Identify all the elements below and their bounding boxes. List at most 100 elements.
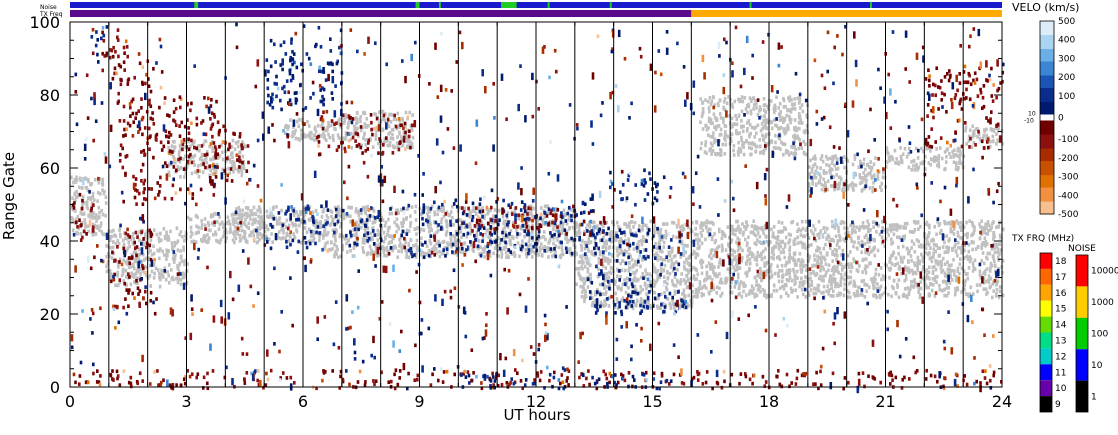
velocity-cell <box>905 246 909 251</box>
velocity-cell <box>91 213 95 217</box>
velocity-cell <box>979 275 983 280</box>
velocity-cell <box>892 278 896 283</box>
velocity-cell <box>761 133 764 138</box>
velocity-cell <box>233 240 236 245</box>
velocity-cell <box>744 261 748 265</box>
velocity-cell <box>451 205 454 209</box>
velocity-cell <box>241 213 244 217</box>
velocity-cell <box>1002 227 1005 232</box>
velocity-cell <box>309 234 313 238</box>
velocity-cell <box>881 226 884 230</box>
velocity-cell <box>740 138 743 143</box>
velocity-cell <box>463 241 467 245</box>
velocity-cell <box>700 271 704 276</box>
velocity-cell <box>925 241 928 246</box>
velocity-cell <box>899 154 903 159</box>
velocity-cell <box>405 255 408 259</box>
velocity-cell <box>313 138 316 142</box>
velocity-cell <box>391 132 394 137</box>
velocity-cell <box>554 208 558 213</box>
velocity-cell <box>903 278 906 283</box>
velocity-cell <box>647 283 650 288</box>
velocity-cell <box>790 278 794 283</box>
velocity-cell <box>341 234 345 239</box>
velocity-cell <box>374 248 378 252</box>
velocity-cell <box>736 236 739 241</box>
velocity-cell <box>633 220 637 225</box>
velocity-cell <box>829 294 833 298</box>
velocity-cell <box>285 231 289 236</box>
velocity-cell <box>437 239 440 244</box>
velocity-cell <box>683 296 686 300</box>
velocity-cell <box>239 165 243 170</box>
velocity-cell <box>802 281 806 286</box>
velocity-cell <box>167 146 170 150</box>
velocity-cell <box>436 212 439 217</box>
velocity-cell <box>645 286 648 291</box>
velocity-cell <box>396 135 399 139</box>
velocity-cell <box>719 152 723 157</box>
velocity-cell <box>352 233 355 237</box>
velocity-cell <box>875 295 878 300</box>
velocity-cell <box>662 268 665 273</box>
velocity-cell <box>608 270 611 275</box>
velocity-cell <box>966 272 969 276</box>
velocity-cell <box>363 241 366 245</box>
velocity-cell <box>798 284 801 289</box>
velocity-cell <box>82 229 86 234</box>
velocity-cell <box>621 259 624 263</box>
velocity-cell <box>963 279 967 284</box>
velocity-cell <box>955 163 958 168</box>
velocity-cell <box>809 271 813 276</box>
velocity-cell <box>568 226 571 230</box>
velocity-cell <box>750 284 754 289</box>
velocity-cell <box>206 220 210 225</box>
velocity-cell <box>824 262 828 267</box>
velocity-cell <box>907 259 910 263</box>
velocity-cell <box>537 238 540 242</box>
velocity-cell <box>655 251 658 256</box>
velocity-cell <box>910 168 914 172</box>
noise-strip-segment <box>438 2 441 8</box>
velocity-cell <box>793 133 796 138</box>
velocity-cell <box>788 275 792 280</box>
velocity-cell <box>712 131 715 135</box>
velocity-cell <box>210 213 213 218</box>
velocity-cell <box>802 139 805 144</box>
velocity-cell <box>365 117 368 121</box>
velocity-cell <box>608 283 611 288</box>
velocity-cell <box>793 126 796 130</box>
velocity-cell <box>275 205 278 209</box>
velocity-cell <box>671 246 674 251</box>
velocity-cell <box>792 152 796 156</box>
velocity-cell <box>351 254 355 258</box>
velocity-cell <box>711 143 714 148</box>
velocity-cell <box>960 243 964 248</box>
velocity-cell <box>773 271 777 276</box>
velocity-cell <box>949 271 952 276</box>
velocity-cell <box>568 246 572 251</box>
velocity-cell <box>303 132 306 137</box>
velocity-cell <box>657 273 660 278</box>
velocity-cell <box>395 229 398 234</box>
velocity-cell <box>213 211 216 216</box>
velocity-cell <box>887 156 891 160</box>
velocity-cell <box>76 214 80 219</box>
velocity-cell <box>509 229 513 233</box>
velocity-cell <box>350 146 353 150</box>
velocity-cell <box>758 285 762 289</box>
velocity-cell <box>481 247 485 252</box>
velocity-cell <box>458 239 462 244</box>
velocity-cell <box>803 242 806 247</box>
velocity-cell <box>910 246 913 250</box>
velocity-cell <box>798 96 802 100</box>
velocity-cell <box>236 216 239 221</box>
velocity-cell <box>374 137 378 141</box>
velocity-cell <box>742 289 745 294</box>
velocity-cell <box>378 244 381 248</box>
velocity-cell <box>194 240 198 244</box>
velocity-cell <box>924 275 928 279</box>
velocity-cell <box>700 114 704 119</box>
velocity-cell <box>760 114 763 119</box>
velocity-cell <box>687 285 690 289</box>
